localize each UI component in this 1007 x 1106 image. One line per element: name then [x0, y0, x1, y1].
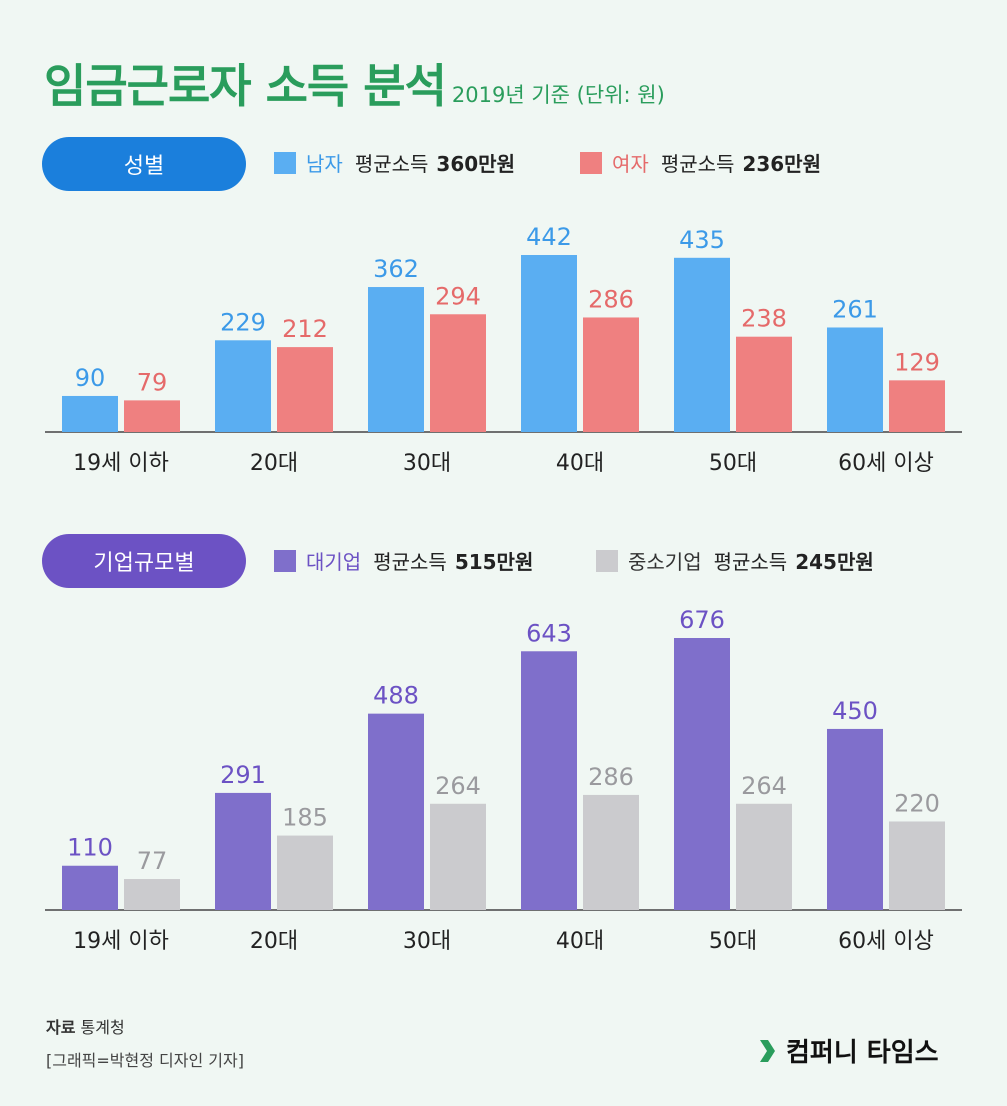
graphic-credit: [그래픽=박현정 디자인 기자]	[46, 1051, 244, 1070]
legend-name-male: 남자	[306, 152, 343, 176]
legend-name-large: 대기업	[306, 550, 362, 574]
data-label-gender-1-1: 212	[282, 315, 328, 343]
legend-value-small: 245만원	[795, 550, 874, 574]
data-label-gender-0-5: 261	[832, 295, 878, 323]
bar-company-1-1	[277, 835, 333, 910]
bar-company-0-5	[827, 728, 883, 910]
data-label-gender-0-3: 442	[526, 223, 572, 251]
data-label-company-1-5: 220	[894, 789, 940, 817]
page-subtitle: 2019년 기준 (단위: 원)	[451, 83, 665, 107]
x-tick-label-company-1: 20대	[250, 929, 298, 954]
page-title: 임금근로자 소득 분석	[44, 59, 447, 113]
legend-label-small: 평균소득	[713, 550, 788, 574]
legend-name-female: 여자	[612, 152, 649, 176]
bar-company-0-2	[368, 713, 424, 910]
company-logo: 컴퍼니 타임스	[758, 1032, 939, 1069]
source-value: 통계청	[80, 1018, 125, 1037]
bar-gender-0-2	[368, 287, 424, 432]
bar-gender-1-5	[889, 380, 945, 432]
data-label-gender-0-4: 435	[679, 226, 725, 254]
gender-bar-chart: 90 79 19세 이하 229 212 20대 362 294 30대 442 286 40대 435…	[45, 223, 962, 476]
legend-name-small: 중소기업	[628, 550, 702, 574]
bar-gender-1-2	[430, 314, 486, 432]
data-label-company-0-1: 291	[220, 761, 266, 789]
logo-chevron-icon	[760, 1039, 775, 1062]
title-row: 임금근로자 소득 분석 2019년 기준 (단위: 원)	[44, 50, 665, 116]
bar-company-1-0	[124, 879, 180, 910]
data-label-gender-0-1: 229	[220, 308, 266, 336]
legend-label-female: 평균소득	[660, 152, 735, 176]
data-label-company-0-5: 450	[832, 697, 878, 725]
bar-gender-0-4	[674, 257, 730, 432]
logo-text: 컴퍼니 타임스	[786, 1038, 939, 1068]
x-tick-label-company-3: 40대	[556, 929, 604, 954]
data-label-company-1-4: 264	[741, 772, 787, 800]
source-label: 자료	[46, 1018, 76, 1037]
bar-company-1-2	[430, 803, 486, 910]
bar-gender-1-1	[277, 347, 333, 432]
data-label-company-0-0: 110	[67, 834, 113, 862]
bar-company-0-4	[674, 638, 730, 910]
x-tick-label-company-5: 60세 이상	[838, 929, 934, 954]
company-bar-chart: 110 77 19세 이하 291 185 20대 488 264 30대 643 286 40대 67…	[45, 606, 962, 954]
data-label-gender-1-3: 286	[588, 285, 634, 313]
source-note: 자료 통계청	[46, 1014, 125, 1038]
bar-company-1-3	[583, 794, 639, 910]
data-label-company-0-3: 643	[526, 619, 572, 647]
data-label-company-0-2: 488	[373, 682, 419, 710]
legend-male: 남자 평균소득 360만원	[274, 148, 515, 177]
legend-large: 대기업 평균소득 515만원	[274, 546, 533, 575]
data-label-company-1-0: 77	[137, 847, 168, 875]
bar-gender-0-1	[215, 340, 271, 432]
data-label-company-1-3: 286	[588, 763, 634, 791]
bar-gender-0-5	[827, 327, 883, 432]
x-tick-label-company-0: 19세 이하	[73, 929, 169, 954]
legend-label-male: 평균소득	[354, 152, 429, 176]
legend-female: 여자 평균소득 236만원	[580, 148, 821, 177]
x-tick-label-gender-3: 40대	[556, 451, 604, 476]
bar-gender-0-0	[62, 395, 118, 432]
bar-company-0-1	[215, 792, 271, 910]
legend-value-female: 236만원	[742, 152, 821, 176]
data-label-gender-1-5: 129	[894, 348, 940, 376]
legend-swatch-small	[596, 549, 618, 572]
gender-section-pill: 성별	[42, 137, 246, 191]
bar-company-1-4	[736, 803, 792, 910]
x-tick-label-gender-4: 50대	[709, 451, 757, 476]
bar-company-0-0	[62, 865, 118, 910]
data-label-company-0-4: 676	[679, 606, 725, 634]
legend-label-large: 평균소득	[373, 550, 447, 574]
bar-gender-0-3	[521, 255, 577, 432]
data-label-gender-1-0: 79	[137, 368, 168, 396]
company-section-pill: 기업규모별	[42, 534, 246, 588]
bar-gender-1-4	[736, 336, 792, 432]
data-label-gender-1-2: 294	[435, 282, 481, 310]
legend-value-male: 360만원	[436, 152, 515, 176]
x-tick-label-gender-5: 60세 이상	[838, 451, 934, 476]
x-tick-label-gender-0: 19세 이하	[73, 451, 169, 476]
x-tick-label-gender-1: 20대	[250, 451, 298, 476]
data-label-gender-1-4: 238	[741, 305, 787, 333]
x-tick-label-gender-2: 30대	[403, 451, 451, 476]
legend-small: 중소기업 평균소득 245만원	[596, 546, 874, 575]
bar-gender-1-3	[583, 317, 639, 432]
data-label-gender-0-2: 362	[373, 255, 419, 283]
bar-gender-1-0	[124, 400, 180, 432]
x-tick-label-company-2: 30대	[403, 929, 451, 954]
legend-value-large: 515만원	[454, 550, 534, 574]
bar-company-0-3	[521, 651, 577, 910]
legend-swatch-male	[274, 151, 296, 174]
x-tick-label-company-4: 50대	[709, 929, 757, 954]
data-label-company-1-1: 185	[282, 804, 328, 832]
bar-company-1-5	[889, 821, 945, 910]
data-label-company-1-2: 264	[435, 772, 481, 800]
data-label-gender-0-0: 90	[75, 364, 106, 392]
legend-swatch-large	[274, 549, 296, 572]
legend-swatch-female	[580, 151, 602, 174]
